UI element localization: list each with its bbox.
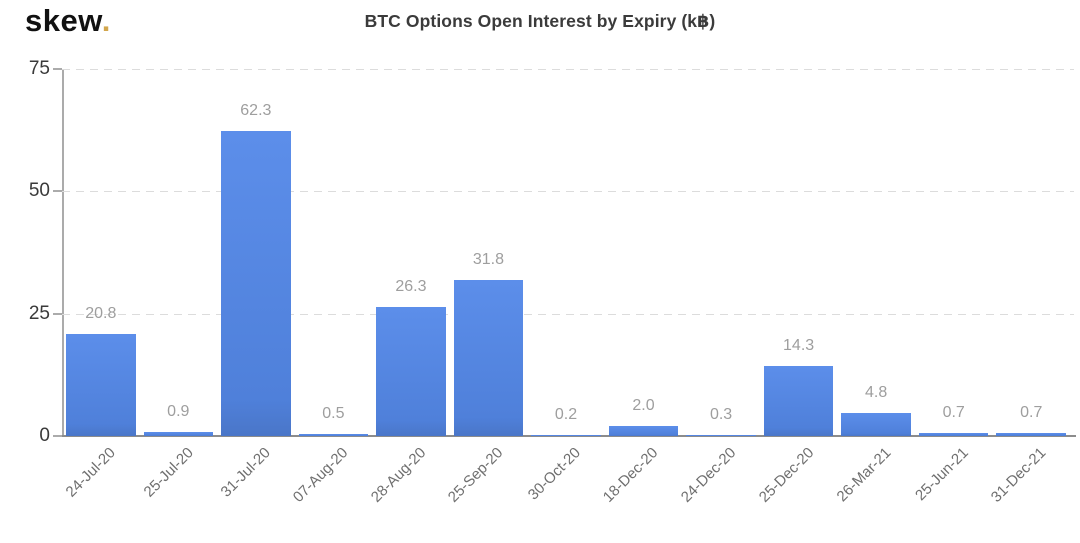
x-tick-label-31-Dec-21: 31-Dec-21: [987, 444, 1050, 506]
bar-value-label-31-Jul-20: 62.3: [240, 102, 272, 120]
skew-logo: skew.: [25, 3, 111, 38]
x-tick-label-25-Sep-20: 25-Sep-20: [445, 444, 507, 506]
y-axis-line: [62, 69, 64, 436]
y-tick-label-75: 75: [28, 58, 50, 79]
x-tick-label-31-Jul-20: 31-Jul-20: [217, 444, 275, 501]
bar-31-Dec-21[interactable]: [996, 432, 1066, 436]
x-tick-label-30-Oct-20: 30-Oct-20: [525, 444, 585, 504]
x-tick-label-26-Mar-21: 26-Mar-21: [833, 444, 895, 506]
y-tick-label-50: 50: [28, 180, 50, 202]
bar-25-Dec-20[interactable]: [763, 366, 834, 436]
y-tick-label-0: 0: [39, 425, 50, 446]
x-tick-label-28-Aug-20: 28-Aug-20: [367, 444, 430, 506]
bar-value-label-31-Dec-21: 0.7: [1020, 403, 1043, 421]
gridline-25: [62, 313, 1074, 315]
bar-value-label-26-Mar-21: 4.8: [865, 383, 888, 401]
bar-value-label-25-Dec-20: 14.3: [783, 337, 815, 355]
y-tick-label-25: 25: [28, 302, 50, 324]
x-tick-label-25-Dec-20: 25-Dec-20: [755, 444, 817, 506]
bar-value-label-28-Aug-20: 26.3: [395, 278, 427, 296]
x-tick-label-24-Jul-20: 24-Jul-20: [62, 444, 120, 501]
y-tick-mark-25: [53, 312, 62, 315]
x-axis-line: [60, 435, 1076, 437]
x-tick-label-25-Jul-20: 25-Jul-20: [140, 444, 197, 501]
x-tick-label-24-Dec-20: 24-Dec-20: [677, 444, 740, 506]
bar-30-Oct-20[interactable]: [531, 435, 601, 436]
bar-25-Jul-20[interactable]: [143, 431, 214, 436]
bar-24-Jul-20[interactable]: [66, 334, 136, 436]
x-tick-label-07-Aug-20: 07-Aug-20: [290, 444, 352, 506]
bar-value-label-07-Aug-20: 0.5: [322, 404, 345, 422]
bar-25-Jun-21[interactable]: [918, 432, 989, 436]
skew-logo-dot: .: [101, 3, 111, 38]
x-tick-label-25-Jun-21: 25-Jun-21: [912, 444, 973, 505]
x-tick-label-18-Dec-20: 18-Dec-20: [600, 444, 662, 506]
bar-18-Dec-20[interactable]: [608, 426, 679, 436]
y-tick-mark-75: [53, 68, 62, 70]
bar-value-label-18-Dec-20: 2.0: [632, 397, 655, 415]
bar-31-Jul-20[interactable]: [221, 131, 291, 436]
bar-26-Mar-21[interactable]: [841, 412, 911, 436]
bar-value-label-30-Oct-20: 0.2: [554, 406, 578, 423]
bar-value-label-24-Jul-20: 20.8: [85, 305, 117, 323]
bar-value-label-25-Sep-20: 31.8: [472, 251, 505, 269]
chart-title: BTC Options Open Interest by Expiry (k฿): [364, 11, 716, 31]
bar-07-Aug-20[interactable]: [298, 433, 369, 436]
gridline-75: [62, 69, 1074, 70]
gridline-50: [62, 191, 1074, 193]
bar-24-Dec-20[interactable]: [686, 434, 756, 436]
bar-value-label-24-Dec-20: 0.3: [709, 405, 733, 423]
bar-28-Aug-20[interactable]: [376, 307, 446, 436]
plot-area: 20.8 0.9 62.3 0.5 26.3 31.8 0.2 2.0 0.3 14.3 4.8 0.…: [60, 69, 1076, 437]
bar-value-label-25-Jun-21: 0.7: [942, 403, 965, 421]
y-tick-mark-0: [53, 435, 62, 437]
y-tick-mark-50: [53, 190, 62, 193]
skew-logo-text: skew: [25, 3, 102, 38]
bar-25-Sep-20[interactable]: [453, 280, 524, 436]
bar-value-label-25-Jul-20: 0.9: [167, 402, 190, 420]
